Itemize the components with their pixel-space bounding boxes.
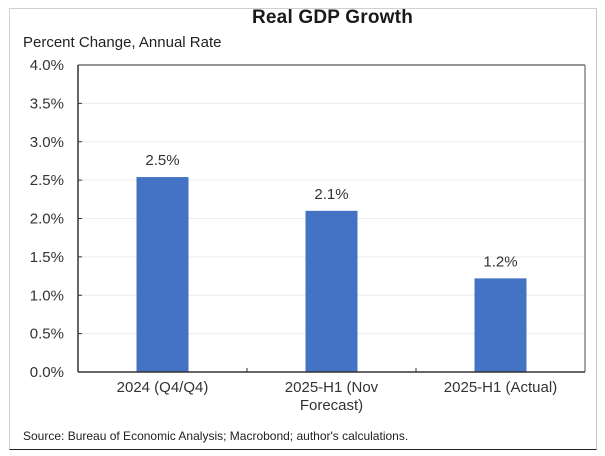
y-tick-label: 1.5% (30, 249, 64, 266)
data-label: 2.1% (314, 186, 348, 203)
bar (305, 210, 358, 372)
x-category-label-line: Forecast) (300, 397, 363, 414)
x-category-label-line: 2025-H1 (Actual) (444, 379, 557, 396)
bar (474, 278, 527, 372)
y-tick-label: 0.0% (30, 364, 64, 381)
x-category-label: 2025-H1 (Actual) (444, 379, 557, 396)
y-tick-label: 2.5% (30, 172, 64, 189)
y-tick-label: 4.0% (30, 57, 64, 74)
y-tick-label: 3.0% (30, 134, 64, 151)
chart-frame (9, 8, 597, 450)
source-note: Source: Bureau of Economic Analysis; Mac… (23, 429, 409, 443)
x-category-label-line: 2024 (Q4/Q4) (117, 379, 209, 396)
chart-subtitle: Percent Change, Annual Rate (23, 34, 222, 51)
y-tick-label: 3.5% (30, 95, 64, 112)
data-label: 1.2% (483, 253, 517, 270)
data-label: 2.5% (145, 152, 179, 169)
y-tick-label: 1.0% (30, 287, 64, 304)
x-category-label: 2024 (Q4/Q4) (117, 379, 209, 396)
x-category-label: 2025-H1 (Nov Forecast) (285, 379, 379, 414)
chart-title: Real GDP Growth (251, 7, 413, 28)
y-tick-label: 0.5% (30, 326, 64, 343)
bar (136, 177, 189, 372)
x-category-label-line: 2025-H1 (Nov (285, 379, 379, 396)
y-tick-label: 2.0% (30, 211, 64, 228)
